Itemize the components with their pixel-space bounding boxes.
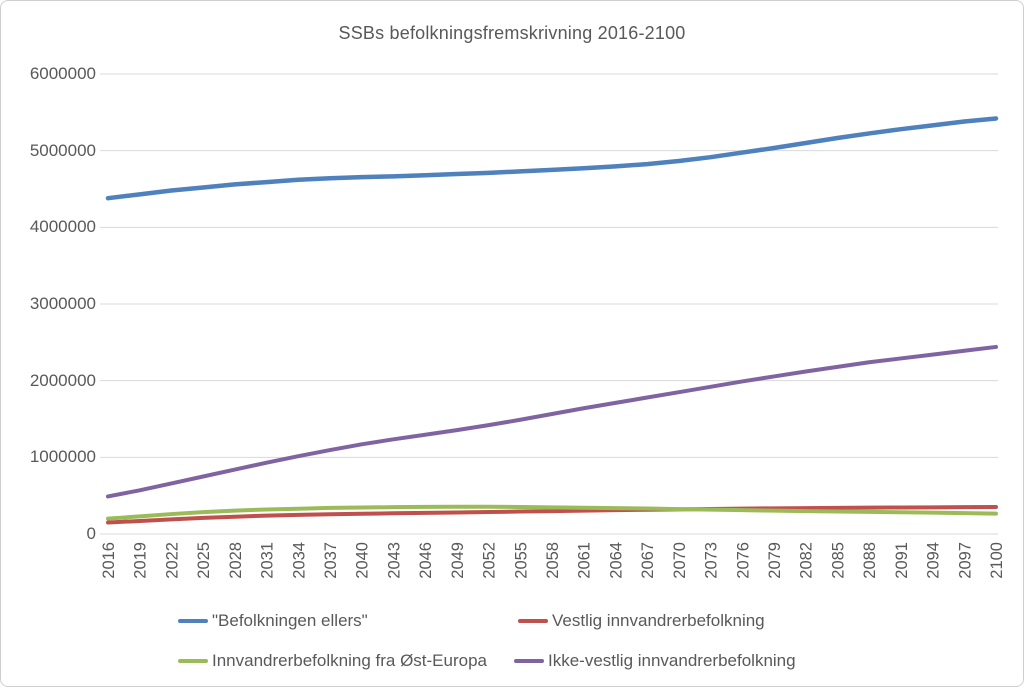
x-axis-tick-label: 2073 bbox=[703, 542, 721, 579]
x-axis-tick-label: 2031 bbox=[259, 542, 277, 579]
x-axis-tick-label: 2061 bbox=[576, 542, 594, 579]
x-axis-tick-label: 2028 bbox=[227, 542, 245, 579]
x-axis-tick-label: 2094 bbox=[925, 542, 943, 579]
series-line-2 bbox=[106, 504, 998, 521]
x-axis-tick-label: 2049 bbox=[449, 542, 467, 579]
series-line-3 bbox=[106, 344, 998, 499]
x-axis-tick-label: 2034 bbox=[290, 542, 308, 579]
x-axis-tick-label: 2082 bbox=[798, 542, 816, 579]
x-axis-tick-label: 2040 bbox=[354, 542, 372, 579]
x-axis-tick-label: 2037 bbox=[322, 542, 340, 579]
x-axis-tick-label: 2019 bbox=[132, 542, 150, 579]
x-axis-tick-label: 2085 bbox=[829, 542, 847, 579]
x-axis-tick-label: 2097 bbox=[956, 542, 974, 579]
x-axis-tick-label: 2079 bbox=[766, 542, 784, 579]
x-axis-tick-label: 2043 bbox=[385, 542, 403, 579]
x-axis-tick-label: 2100 bbox=[988, 542, 1006, 579]
x-axis-tick-label: 2064 bbox=[607, 542, 625, 579]
x-axis-tick-label: 2016 bbox=[100, 542, 118, 579]
series-line-1 bbox=[106, 505, 998, 525]
x-axis-tick-label: 2052 bbox=[481, 542, 499, 579]
chart-title: SSBs befolkningsfremskrivning 2016-2100 bbox=[338, 23, 686, 43]
x-axis-tick-label: 2088 bbox=[861, 542, 879, 579]
x-axis-tick-label: 2076 bbox=[734, 542, 752, 579]
x-axis-tick-label: 2025 bbox=[195, 542, 213, 579]
x-axis-tick-label: 2046 bbox=[417, 542, 435, 579]
series-line-0 bbox=[105, 116, 999, 201]
x-axis-tick-label: 2070 bbox=[671, 542, 689, 579]
x-axis-tick-label: 2055 bbox=[512, 542, 530, 579]
x-axis-tick-label: 2067 bbox=[639, 542, 657, 579]
x-axis-tick-label: 2091 bbox=[893, 542, 911, 579]
x-axis-tick-label: 2058 bbox=[544, 542, 562, 579]
x-axis-tick-label: 2022 bbox=[163, 542, 181, 579]
